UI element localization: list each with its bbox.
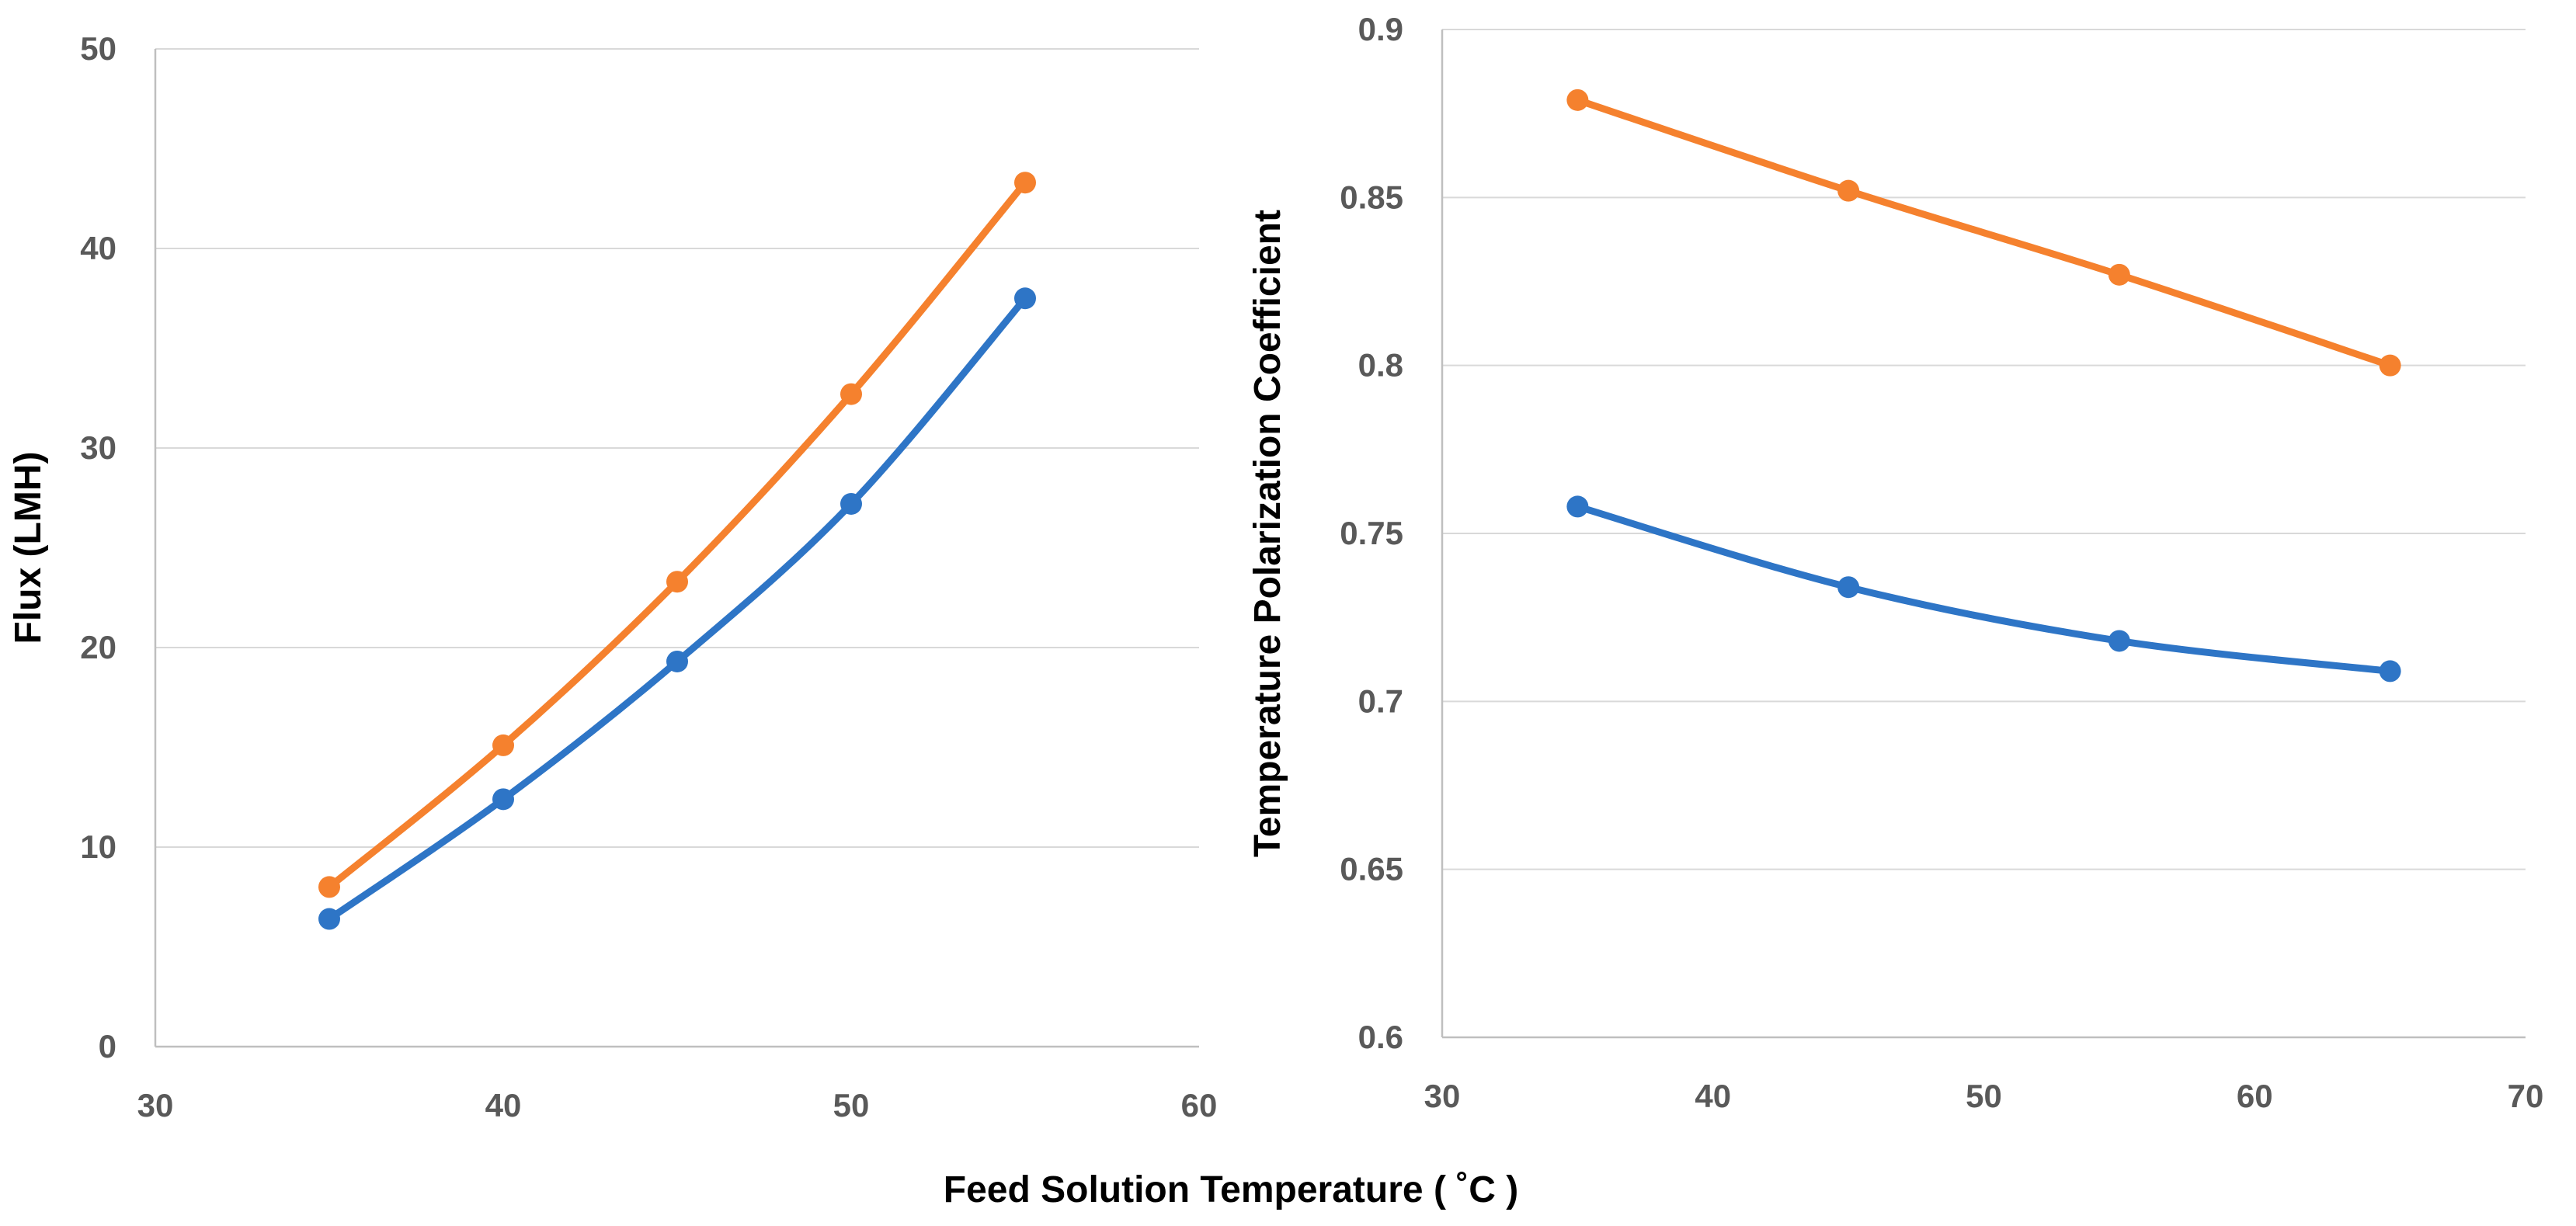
- flux-chart: 0 10 20 30 40 50 30 40 50 60 Flux (LMH): [8, 30, 1217, 1124]
- data-point: [2108, 263, 2130, 286]
- y-tick-label: 0: [99, 1028, 116, 1065]
- x-tick-label: 70: [2508, 1078, 2544, 1114]
- data-point: [318, 908, 340, 930]
- x-tick-label: 30: [137, 1087, 174, 1124]
- data-point: [1014, 172, 1036, 194]
- y-axis-title: Temperature Polarization Coefficient: [1247, 210, 1288, 857]
- y-axis-title: Flux (LMH): [8, 452, 49, 644]
- y-tick-label: 0.85: [1340, 179, 1403, 215]
- x-tick-label: 60: [1181, 1087, 1218, 1124]
- data-point: [1837, 179, 1860, 202]
- series-line-1: [325, 294, 1029, 923]
- data-point: [840, 383, 862, 405]
- polarization-chart: 0.6 0.65 0.7 0.75 0.8 0.85 0.9 30 40 50 60 70 Temper…: [1247, 11, 2543, 1114]
- y-tick-label: 40: [80, 230, 116, 266]
- data-point: [2108, 630, 2130, 652]
- data-point: [2379, 354, 2401, 377]
- data-point: [1837, 576, 1860, 599]
- x-tick-label: 50: [1966, 1078, 2002, 1114]
- series-line-1: [1573, 502, 2394, 675]
- y-tick-label: 20: [80, 629, 116, 665]
- data-point: [666, 571, 688, 593]
- x-tick-label: 40: [1695, 1078, 1731, 1114]
- data-point: [1566, 89, 1589, 111]
- x-tick-label: 30: [1424, 1078, 1461, 1114]
- y-tick-label: 0.7: [1358, 682, 1403, 719]
- data-point: [492, 734, 514, 756]
- data-point: [1566, 495, 1589, 518]
- y-tick-label: 0.75: [1340, 515, 1403, 551]
- data-point: [492, 788, 514, 811]
- y-tick-label: 10: [80, 828, 116, 865]
- x-tick-label: 60: [2237, 1078, 2273, 1114]
- data-point: [318, 876, 340, 898]
- data-point: [1014, 287, 1036, 310]
- shared-x-axis-title: Feed Solution Temperature ( ˚C ): [944, 1169, 1518, 1210]
- x-tick-label: 40: [485, 1087, 522, 1124]
- series-line-2: [325, 179, 1029, 891]
- y-tick-label: 0.8: [1358, 347, 1403, 384]
- y-tick-label: 0.6: [1358, 1019, 1403, 1055]
- data-point: [840, 492, 862, 515]
- data-point: [2379, 660, 2401, 682]
- y-tick-label: 50: [80, 30, 116, 67]
- y-tick-label: 0.65: [1340, 851, 1403, 887]
- x-tick-label: 50: [833, 1087, 870, 1124]
- data-point: [666, 650, 688, 672]
- series-line-2: [1573, 96, 2394, 370]
- y-tick-label: 0.9: [1358, 11, 1403, 47]
- y-tick-label: 30: [80, 429, 116, 466]
